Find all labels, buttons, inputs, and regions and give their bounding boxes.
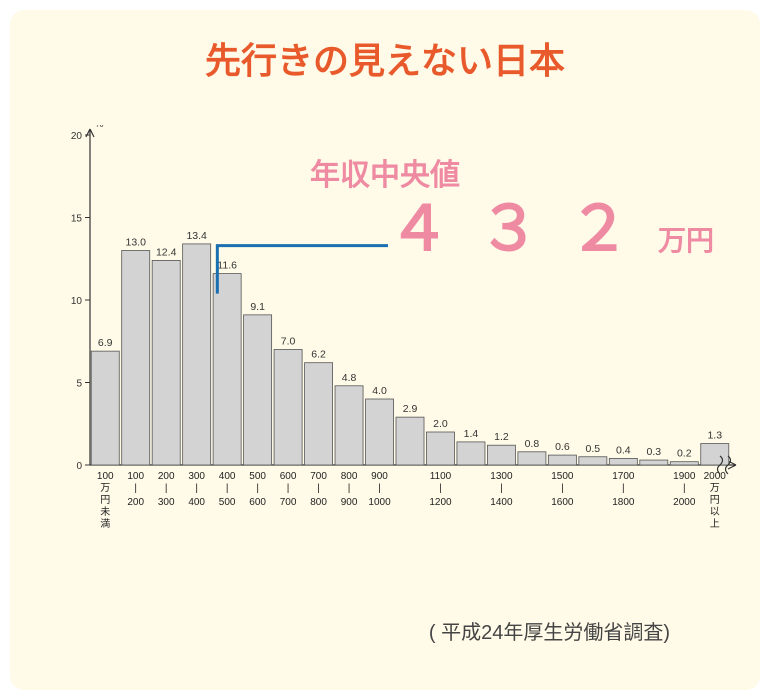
svg-text:|: | xyxy=(165,483,168,494)
svg-text:万: 万 xyxy=(710,483,720,494)
svg-text:未: 未 xyxy=(100,506,110,518)
svg-text:700: 700 xyxy=(310,471,327,482)
svg-text:1700: 1700 xyxy=(612,471,635,482)
svg-text:1000: 1000 xyxy=(368,497,391,508)
svg-text:9.1: 9.1 xyxy=(250,301,265,313)
svg-text:900: 900 xyxy=(371,471,388,482)
svg-text:円: 円 xyxy=(100,495,110,506)
svg-text:2000: 2000 xyxy=(704,471,727,482)
svg-text:1.2: 1.2 xyxy=(494,431,509,443)
svg-text:100: 100 xyxy=(127,471,144,482)
svg-text:100: 100 xyxy=(97,471,114,482)
svg-text:|: | xyxy=(683,483,686,494)
svg-text:12.4: 12.4 xyxy=(156,246,177,258)
svg-text:1500: 1500 xyxy=(551,471,574,482)
svg-text:4.0: 4.0 xyxy=(372,385,387,397)
svg-text:0.3: 0.3 xyxy=(647,446,662,458)
svg-text:2000: 2000 xyxy=(673,497,696,508)
svg-text:上: 上 xyxy=(710,518,720,530)
svg-text:13.4: 13.4 xyxy=(186,230,207,242)
svg-text:300: 300 xyxy=(188,471,205,482)
svg-text:万: 万 xyxy=(100,483,110,494)
svg-text:7.0: 7.0 xyxy=(281,336,296,348)
source-note: ( 平成24年厚生労働省調査) xyxy=(429,616,670,645)
svg-text:20: 20 xyxy=(71,131,83,142)
svg-text:|: | xyxy=(226,483,229,494)
svg-text:0.5: 0.5 xyxy=(586,443,601,455)
svg-text:5: 5 xyxy=(76,379,82,390)
svg-text:満: 満 xyxy=(100,518,110,530)
svg-text:0.4: 0.4 xyxy=(616,444,631,456)
svg-text:|: | xyxy=(256,483,259,494)
page-title: 先行きの見えない日本 xyxy=(10,32,760,84)
svg-text:2.0: 2.0 xyxy=(433,418,448,430)
svg-text:600: 600 xyxy=(280,471,297,482)
svg-text:600: 600 xyxy=(249,497,266,508)
svg-text:300: 300 xyxy=(158,497,175,508)
svg-text:2.9: 2.9 xyxy=(403,403,418,415)
svg-text:以: 以 xyxy=(710,507,720,518)
svg-text:1100: 1100 xyxy=(430,471,452,482)
svg-text:6.9: 6.9 xyxy=(98,337,113,349)
svg-text:|: | xyxy=(195,483,198,494)
svg-text:0: 0 xyxy=(76,461,82,472)
svg-text:13.0: 13.0 xyxy=(125,237,146,249)
svg-text:|: | xyxy=(317,483,320,494)
svg-text:|: | xyxy=(287,483,290,494)
svg-text:200: 200 xyxy=(127,497,144,508)
svg-text:|: | xyxy=(134,483,137,494)
svg-text:|: | xyxy=(439,483,442,494)
svg-text:0.6: 0.6 xyxy=(555,441,570,453)
svg-text:1.4: 1.4 xyxy=(464,428,479,440)
svg-text:10: 10 xyxy=(71,296,83,307)
svg-text:|: | xyxy=(561,483,564,494)
svg-text:1800: 1800 xyxy=(612,497,635,508)
svg-text:|: | xyxy=(500,483,503,494)
svg-text:400: 400 xyxy=(188,497,205,508)
svg-text:0.2: 0.2 xyxy=(677,448,692,460)
card: 先行きの見えない日本 年収中央値 ４３２万円 05101520％6.9100万円… xyxy=(10,10,760,690)
svg-text:0.8: 0.8 xyxy=(525,438,540,450)
svg-text:11.6: 11.6 xyxy=(217,260,237,272)
svg-text:|: | xyxy=(622,483,625,494)
svg-text:500: 500 xyxy=(249,471,266,482)
svg-text:200: 200 xyxy=(158,471,175,482)
svg-text:|: | xyxy=(378,483,381,494)
svg-text:800: 800 xyxy=(341,471,358,482)
svg-text:700: 700 xyxy=(280,497,297,508)
svg-text:円: 円 xyxy=(710,495,720,506)
svg-text:900: 900 xyxy=(341,497,358,508)
svg-text:1400: 1400 xyxy=(490,497,513,508)
svg-text:1900: 1900 xyxy=(673,471,696,482)
svg-text:15: 15 xyxy=(71,214,83,225)
svg-text:6.2: 6.2 xyxy=(311,349,326,361)
svg-text:500: 500 xyxy=(219,497,236,508)
svg-text:4.8: 4.8 xyxy=(342,372,357,384)
svg-text:400: 400 xyxy=(219,471,236,482)
svg-text:|: | xyxy=(348,483,351,494)
svg-text:1.3: 1.3 xyxy=(707,430,722,442)
svg-text:800: 800 xyxy=(310,497,327,508)
svg-text:1200: 1200 xyxy=(429,497,452,508)
income-histogram: 05101520％6.9100万円未満13.0100|20012.4200|30… xyxy=(40,125,740,565)
svg-text:％: ％ xyxy=(94,125,104,130)
svg-text:1600: 1600 xyxy=(551,497,574,508)
svg-text:1300: 1300 xyxy=(490,471,513,482)
